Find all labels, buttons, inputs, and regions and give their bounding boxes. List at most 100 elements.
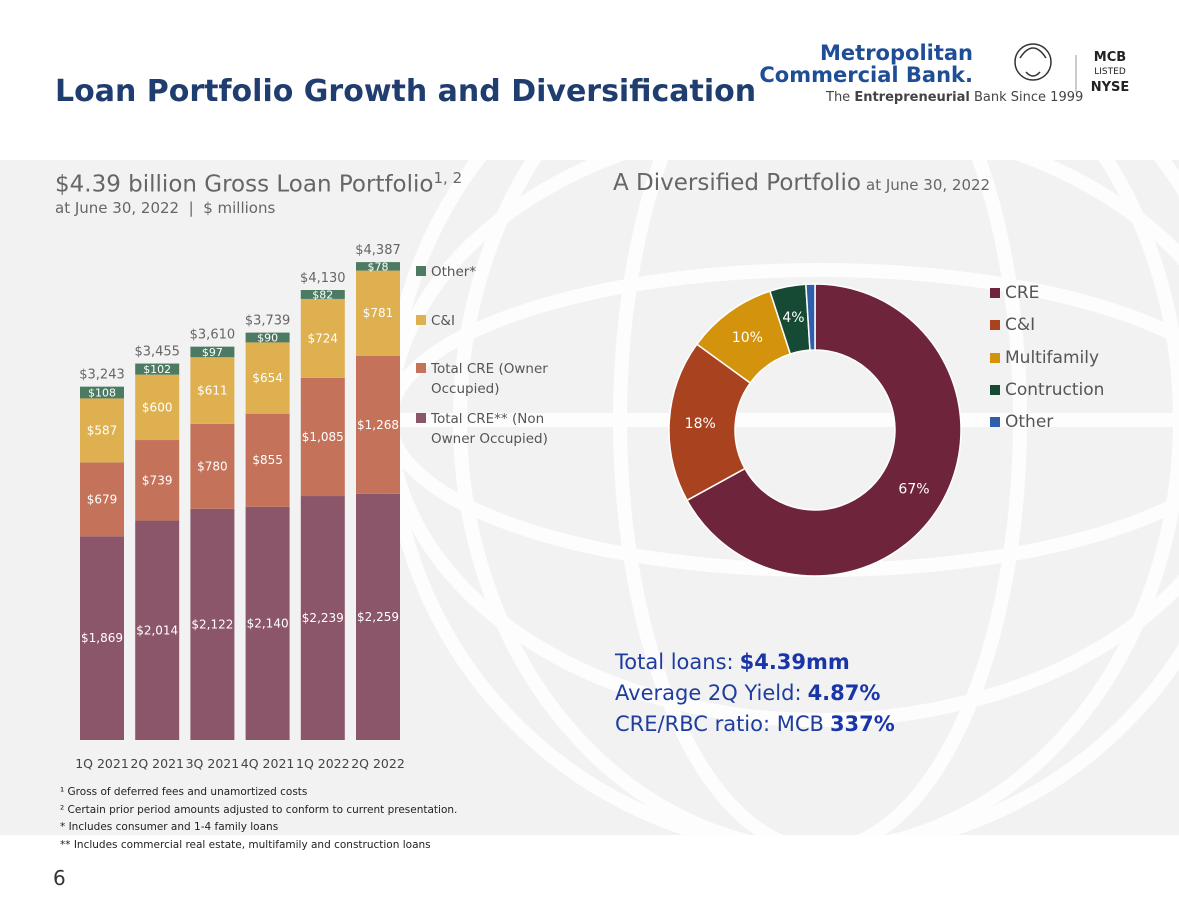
legend-item: Multifamily xyxy=(990,348,1099,368)
stat: Average 2Q Yield: 4.87% xyxy=(615,678,895,709)
legend-item: CRE xyxy=(990,283,1039,303)
bar-segment xyxy=(356,355,400,494)
listing: MCB LISTED NYSE xyxy=(1088,50,1132,95)
bar-chart-subtitle: at June 30, 2022 | $ millions xyxy=(55,199,276,217)
bar-segment xyxy=(80,386,124,399)
x-tick-label: 3Q 2021 xyxy=(186,756,240,771)
bar-total-label: $4,130 xyxy=(300,271,346,286)
legend-item: C&I xyxy=(416,311,551,331)
title-note: 1, 2 xyxy=(433,169,463,187)
legend-swatch xyxy=(990,352,1000,363)
legend-item: Total CRE (Owner Occupied) xyxy=(416,359,551,399)
bar-segment xyxy=(245,413,290,507)
bar-value-label: $82 xyxy=(312,288,333,301)
stat-label: CRE/RBC ratio: MCB xyxy=(615,712,824,736)
bar-segment xyxy=(300,290,345,299)
footnote: * Includes consumer and 1-4 family loans xyxy=(60,821,279,833)
listed: LISTED xyxy=(1094,67,1126,77)
logo-name: Metropolitan Commercial Bank. xyxy=(759,42,973,86)
footnote: ** Includes commercial real estate, mult… xyxy=(60,838,431,851)
bar-segment xyxy=(135,520,180,740)
stat-value: 337% xyxy=(829,712,895,736)
slice-label: 18% xyxy=(685,416,716,432)
ticker: MCB xyxy=(1093,50,1127,65)
title-text: A Diversified Portfolio xyxy=(613,170,861,196)
legend-swatch xyxy=(990,384,1000,395)
legend-item: C&I xyxy=(990,315,1035,335)
legend-swatch xyxy=(416,363,426,373)
bar-segment xyxy=(245,506,290,740)
bar-segment xyxy=(190,346,235,358)
legend-item: Other xyxy=(990,412,1053,432)
legend-label: Multifamily xyxy=(1005,347,1100,368)
bar-segment xyxy=(245,342,290,414)
bar-value-label: $654 xyxy=(252,371,283,385)
tagline-part: The xyxy=(826,90,851,105)
bar-value-label: $600 xyxy=(142,400,173,414)
bar-segment xyxy=(356,270,400,356)
bar-value-label: $2,122 xyxy=(191,617,233,631)
bar-chart-title: $4.39 billion Gross Loan Portfolio1, 2 xyxy=(55,169,462,198)
bar-total-label: $3,610 xyxy=(190,328,236,343)
bar-segment xyxy=(190,423,235,509)
legend-swatch xyxy=(990,320,1000,331)
bar-segment xyxy=(80,462,124,537)
x-tick-label: 4Q 2021 xyxy=(241,756,295,771)
stat: Total loans: $4.39mm xyxy=(615,647,895,678)
tagline-part: Entrepreneurial xyxy=(854,90,970,105)
legend-label: C&I xyxy=(431,313,455,329)
bar-value-label: $2,014 xyxy=(136,623,178,637)
title-text: $4.39 billion Gross Loan Portfolio xyxy=(55,171,434,198)
donut-slice xyxy=(805,283,816,351)
bar-segment xyxy=(135,363,180,375)
donut-title: A Diversified Portfolio at June 30, 2022 xyxy=(613,170,990,196)
legend-swatch xyxy=(416,315,426,325)
logo-tagline: The Entrepreneurial Bank Since 1999 xyxy=(826,90,1083,105)
bar-segment xyxy=(190,508,235,740)
legend-label: CRE xyxy=(1005,283,1040,303)
bar-value-label: $611 xyxy=(197,384,228,398)
stat: CRE/RBC ratio: MCB 337% xyxy=(615,709,895,740)
bar-total-label: $3,243 xyxy=(79,368,125,383)
x-tick-label: 2Q 2021 xyxy=(130,756,184,771)
bar-value-label: $2,239 xyxy=(302,611,344,625)
legend-label: C&I xyxy=(1005,315,1036,336)
bar-value-label: $781 xyxy=(363,306,394,320)
bar-value-label: $739 xyxy=(142,473,173,487)
legend-label: Other* xyxy=(431,264,477,280)
logo-line: Commercial Bank. xyxy=(759,63,973,87)
bar-value-label: $90 xyxy=(257,332,278,345)
bar-segment xyxy=(300,377,345,497)
slice-label: 67% xyxy=(898,482,929,498)
stat-label: Total loans: xyxy=(615,650,734,674)
bar-segment xyxy=(190,357,235,424)
bar-segment xyxy=(80,398,124,463)
legend-item: Contruction xyxy=(990,380,1104,400)
x-tick-label: 1Q 2022 xyxy=(296,756,350,771)
bar-segment xyxy=(135,374,180,441)
bar-value-label: $78 xyxy=(368,260,389,273)
bar-segment xyxy=(356,262,400,271)
legend-swatch xyxy=(990,288,1000,298)
title-sub: at June 30, 2022 xyxy=(866,176,991,194)
footnotes: ¹ Gross of deferred fees and unamortized… xyxy=(60,784,457,854)
bar-total-label: $3,739 xyxy=(245,314,291,329)
footnote: ² Certain prior period amounts adjusted … xyxy=(60,803,458,816)
slide-title: Loan Portfolio Growth and Diversificatio… xyxy=(55,74,757,109)
page-number: 6 xyxy=(53,866,66,890)
bar-value-label: $97 xyxy=(202,346,223,359)
x-tick-label: 1Q 2021 xyxy=(75,756,129,771)
legend-item: Other* xyxy=(416,262,551,282)
bar-value-label: $102 xyxy=(143,363,171,376)
bar-segment xyxy=(356,493,400,740)
bar-value-label: $855 xyxy=(252,453,283,467)
bar-value-label: $2,140 xyxy=(247,616,289,630)
stat-value: $4.39mm xyxy=(739,650,850,674)
stats: Total loans: $4.39mm Average 2Q Yield: 4.87… xyxy=(615,647,895,740)
legend-label: Total CRE (Owner Occupied) xyxy=(431,361,548,397)
legend-label: Total CRE** (Non Owner Occupied) xyxy=(431,411,548,447)
legend-label: Other xyxy=(1005,412,1054,433)
tagline-part: Bank Since 1999 xyxy=(974,90,1084,105)
bar-segment xyxy=(245,332,290,343)
